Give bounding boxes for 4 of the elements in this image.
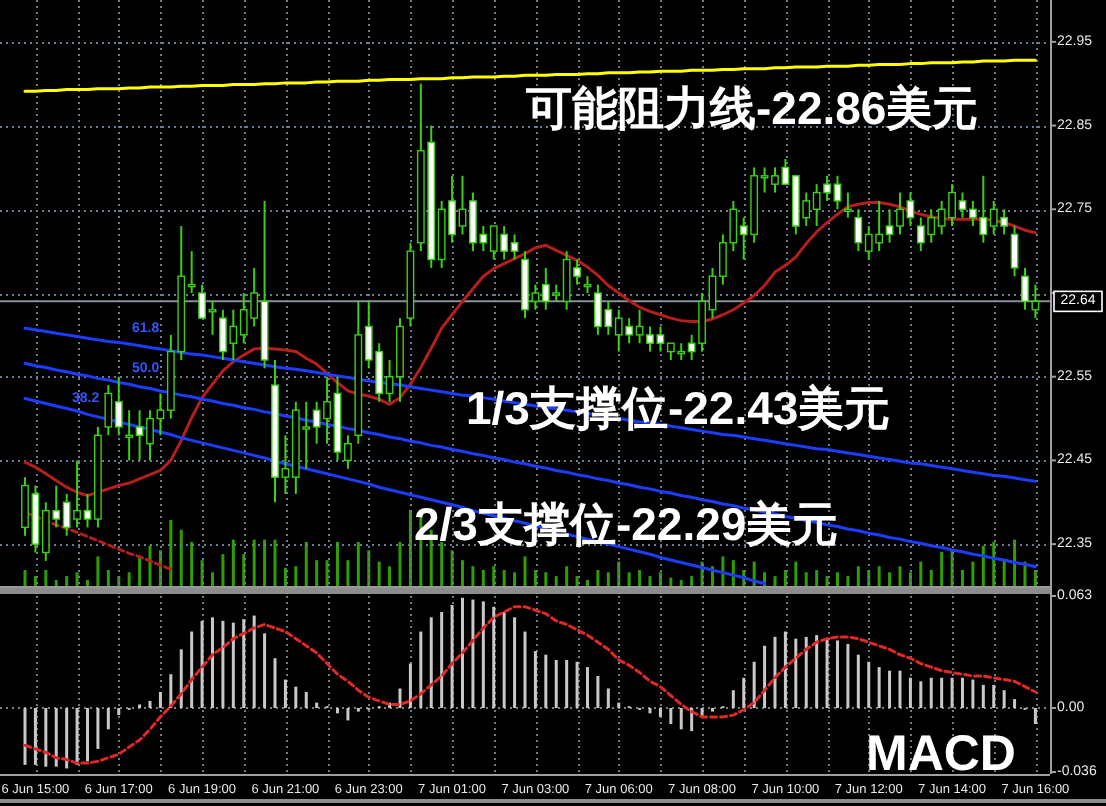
candlestick: [844, 191, 852, 219]
annotation: 可能阻力线-22.86美元: [524, 82, 979, 134]
candlestick: [1010, 225, 1019, 278]
text: MACD: [866, 726, 1016, 782]
